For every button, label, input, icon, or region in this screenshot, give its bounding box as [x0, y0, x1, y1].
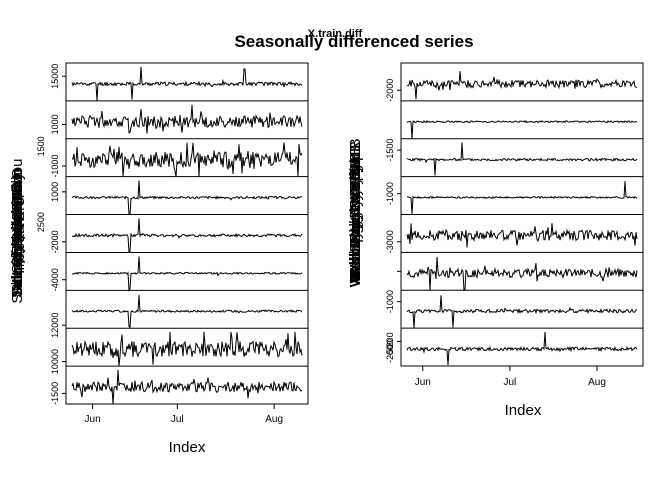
right-series-line [406, 120, 637, 139]
right-x-axis-label: Index [505, 402, 542, 419]
right-y-axis-name: Web.ReadMr.Cty.BL [347, 144, 364, 279]
left-y-axis-name-overlay: Fe.Ht.Wt.C [11, 196, 28, 270]
left-series-line [71, 180, 303, 216]
right-series-line [406, 256, 638, 292]
right-y-tick-label: -1000 [385, 290, 395, 313]
right-y-tick-label: -2000 [385, 79, 395, 102]
right-x-tick-label: Aug [588, 377, 606, 388]
left-y-tick-label: 10000 [50, 349, 60, 374]
left-series-line [71, 294, 303, 329]
right-series-line [406, 331, 638, 366]
left-y-axis-name-overlay: Tm.cou.C.Tl [11, 195, 28, 277]
right-series-line [406, 295, 638, 328]
right-y-axis-name: Web.Byts.Cty.Pl.BL [347, 154, 364, 284]
left-y-axis-name: Salt.Chnl.Sal.n.Bly [9, 172, 26, 297]
left-x-tick-label: Aug [265, 414, 283, 425]
left-series-line [71, 256, 303, 292]
left-y-axis-name: Salt.Spr.IDSOUT.Mou [9, 159, 26, 304]
left-series-line [71, 66, 303, 101]
left-panel-frame [65, 62, 309, 405]
right-y-tick-label: -200 [385, 332, 395, 350]
right-series-line [406, 71, 637, 100]
left-y-axis-name: Fm.in.in [9, 202, 26, 255]
left-series-line [71, 331, 303, 367]
left-series-line [71, 104, 303, 134]
right-y-tick-label-extra: -200 [385, 345, 395, 363]
right-x-tick-label: Jul [504, 377, 517, 388]
right-y-axis-name: Web.Cty.Brs.Bdge [347, 157, 364, 279]
left-y-tick-label: -2000 [50, 230, 60, 253]
right-series-line [406, 181, 638, 215]
left-y-tick-label: -1500 [50, 382, 60, 405]
left-y-axis-name: Sm.oval.ai.n.Rch.O [9, 168, 26, 297]
left-y-tick-label: -1000 [50, 155, 60, 178]
right-series-line [406, 223, 638, 248]
left-y-tick-label: -4000 [50, 268, 60, 291]
left-series-line [71, 142, 303, 177]
left-y-axis-name: Mean.Spd.Wind.in [9, 169, 26, 292]
right-series-line [406, 142, 638, 176]
right-y-axis-name: Web.Bdget.Mc.Ct.p.B [347, 138, 364, 282]
left-series-line [71, 218, 303, 254]
left-panel: 15000 1000 -1000 1500 1000 -2000 2500 -4000 1200… [9, 62, 309, 425]
right-y-axis-name: Web.Bdger.Dor.Pks.R [347, 141, 364, 287]
right-y-axis-name: Web.Bdg.Cty.PitVL [347, 149, 364, 276]
left-x-tick-label: Jul [171, 414, 184, 425]
left-y-axis-name: Salt.Cont.VacSAirr [9, 174, 26, 298]
right-y-tick-label-extra: -500 [385, 339, 395, 357]
left-y-axis-name: Runoff.Sea.mark [9, 182, 26, 295]
chart-subtitle: X.train.diff [308, 28, 363, 40]
right-y-axis-name: Web.Dodge.Cty.BLL [347, 147, 364, 282]
left-y-axis-name: Tmmin.Salt.OPIS.n [9, 169, 26, 297]
left-x-tick-label: Jun [85, 414, 101, 425]
left-y-tick-label: 15000 [50, 64, 60, 89]
left-y-sublabel: 1500 [36, 136, 46, 156]
right-y-axis-name: Web.Spa.Cty.ArpVkB [347, 145, 364, 287]
right-x-tick-label: Jun [415, 377, 431, 388]
left-y-axis-name: Salt.Cty.Salt.n.Rm [9, 176, 26, 297]
chart-title: Seasonally differenced series [234, 32, 473, 51]
left-x-axis-label: Index [169, 439, 206, 456]
right-y-tick-label: -3000 [385, 230, 395, 253]
right-panel: -2000 -1500 -1000 -3000 -1000 -200 Web.Bdget.M… [347, 62, 644, 388]
left-y-sublabel: 2500 [36, 212, 46, 232]
left-y-tick-label: 1000 [50, 182, 60, 202]
left-y-tick-label: 1000 [50, 114, 60, 134]
right-y-tick-label: -1000 [385, 182, 395, 205]
left-series-line [71, 369, 303, 405]
right-y-tick-label: -1500 [385, 139, 395, 162]
left-y-tick-label: 12000 [50, 313, 60, 338]
